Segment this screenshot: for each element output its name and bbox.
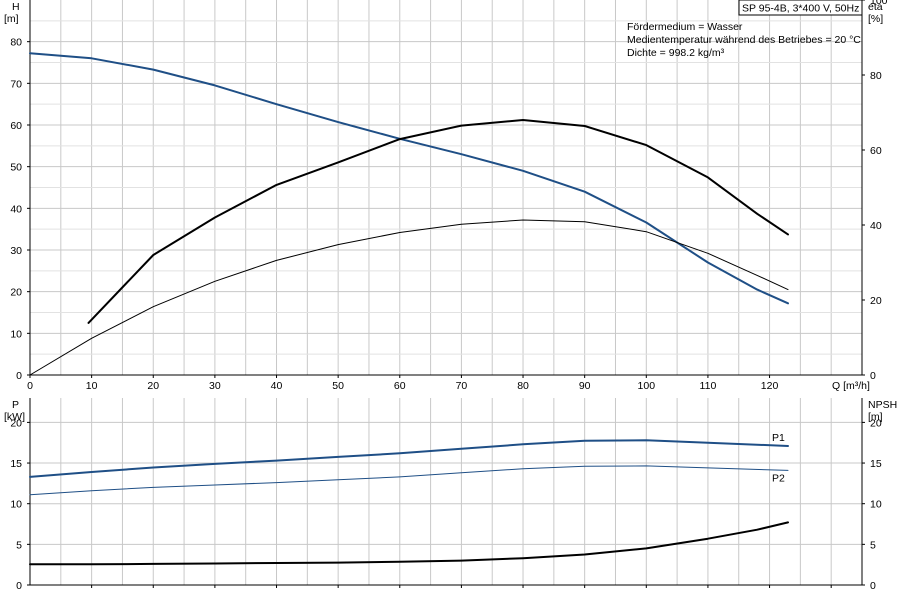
y-tick-label-left: 30: [10, 245, 22, 257]
y-tick-label-right: 20: [870, 295, 882, 307]
y-tick-label-right: 15: [870, 458, 882, 470]
series-line-right-black: [87, 119, 789, 324]
y-axis-label-left: P: [12, 399, 19, 411]
x-tick-label: 60: [394, 380, 406, 392]
x-tick-label: 20: [147, 380, 159, 392]
x-tick-label: 10: [86, 380, 98, 392]
y-tick-label-left: 40: [10, 203, 22, 215]
note-density: Dichte = 998.2 kg/m³: [627, 47, 725, 59]
y-tick-label-right: 80: [870, 70, 882, 82]
y-tick-label-left: 80: [10, 37, 22, 49]
y-tick-label-left: 20: [10, 417, 22, 429]
y-tick-label-left: 70: [10, 78, 22, 90]
x-tick-label: 80: [517, 380, 529, 392]
y-tick-label-left: 60: [10, 120, 22, 132]
note-temperature: Medientemperatur während des Betriebes =…: [627, 34, 861, 46]
y-tick-label-right: 10: [870, 499, 882, 511]
x-tick-label: 50: [332, 380, 344, 392]
y-axis-label-left: H: [12, 1, 20, 13]
series-label-p2: P2: [772, 472, 785, 484]
series-layer: [29, 52, 789, 566]
y-axis-label-right: eta: [868, 1, 883, 13]
x-tick-label: 110: [700, 380, 717, 392]
y-tick-label-right: 5: [870, 539, 876, 551]
x-tick-label: 90: [579, 380, 591, 392]
y-tick-label-left: 0: [16, 580, 22, 592]
x-tick-label: 70: [456, 380, 468, 392]
x-tick-label: 0: [27, 380, 33, 392]
y-tick-label-right: 40: [870, 220, 882, 232]
y-axis-label-right: [m]: [868, 411, 883, 423]
y-axis-label-left: [m]: [4, 13, 19, 25]
grid-layer: [30, 0, 862, 585]
x-tick-label: 40: [271, 380, 283, 392]
series-label-p1: P1: [772, 432, 785, 444]
y-tick-label-left: 10: [10, 328, 22, 340]
series-line-p2: [29, 465, 789, 496]
x-tick-label: 30: [209, 380, 221, 392]
series-line-right-black: [29, 521, 789, 566]
y-tick-label-left: 5: [16, 539, 22, 551]
y-tick-label-right: 20: [870, 417, 882, 429]
series-line-left-blue: [29, 52, 789, 305]
y-tick-label-left: 0: [16, 370, 22, 382]
y-tick-label-right: 100: [870, 0, 888, 7]
note-medium: Fördermedium = Wasser: [627, 21, 743, 33]
series-line-p1: [29, 439, 789, 478]
x-tick-label: 100: [638, 380, 656, 392]
x-axis-label: Q [m³/h]: [832, 380, 870, 392]
y-axis-label-right: [%]: [868, 13, 883, 25]
y-tick-label-right: 0: [870, 370, 876, 382]
y-tick-label-left: 15: [10, 458, 22, 470]
y-tick-label-left: 10: [10, 499, 22, 511]
axis-layer: [27, 0, 865, 588]
y-tick-label-right: 0: [870, 580, 876, 592]
header-box: [738, 0, 863, 16]
y-tick-label-right: 60: [870, 145, 882, 157]
y-tick-label-left: 50: [10, 162, 22, 174]
y-axis-label-right: NPSH: [868, 399, 897, 411]
series-line-left-black: [29, 219, 789, 376]
x-tick-label: 120: [761, 380, 779, 392]
y-axis-label-left: [kW]: [4, 411, 25, 423]
y-tick-label-left: 20: [10, 287, 22, 299]
header-box-text: SP 95-4B, 3*400 V, 50Hz: [742, 3, 859, 15]
